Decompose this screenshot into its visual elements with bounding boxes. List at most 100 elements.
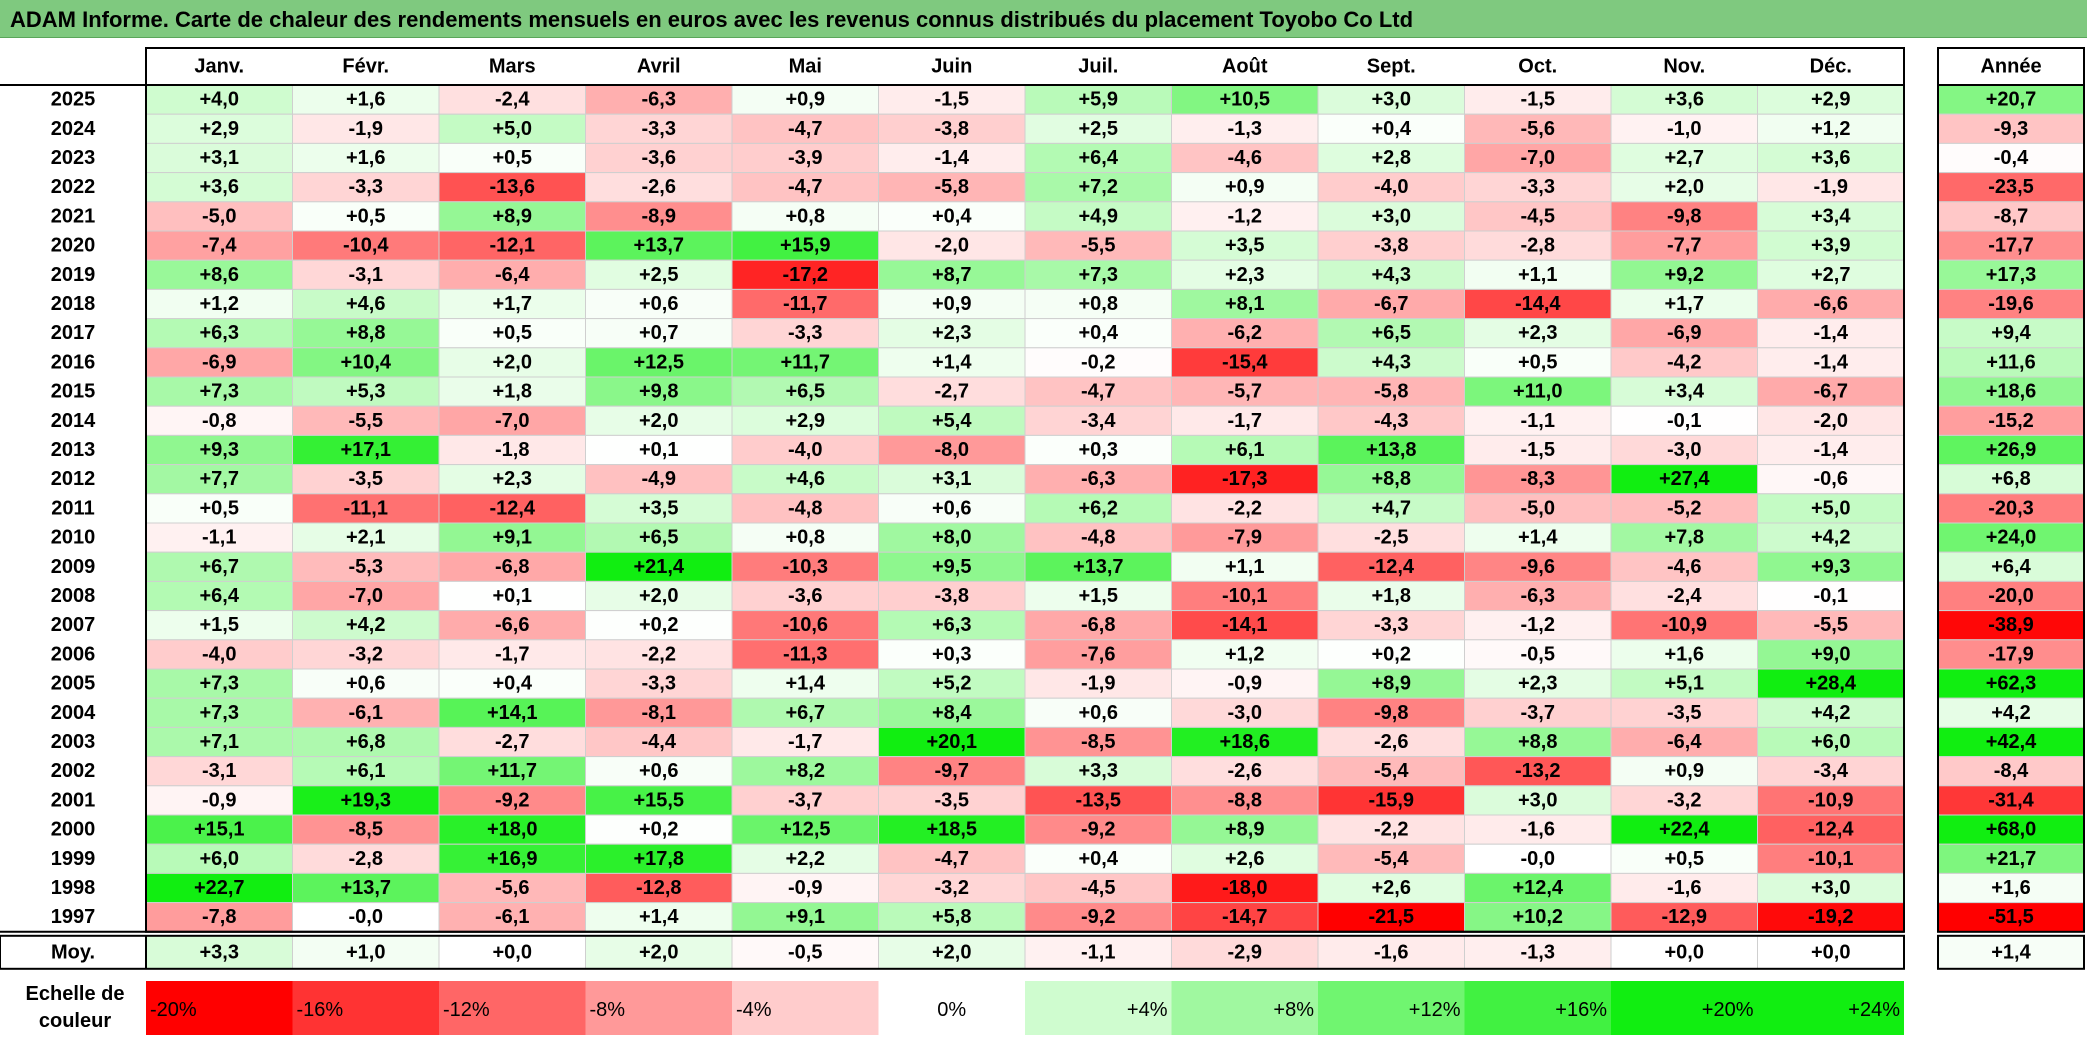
cell-value-label: -2,7 — [935, 381, 969, 403]
annual-value-label: +1,6 — [1991, 877, 2030, 899]
annual-value-label: +9,4 — [1991, 322, 2031, 344]
cell-value-label: +2,0 — [639, 585, 678, 607]
cell-value-label: -2,0 — [935, 235, 969, 257]
heatmap-cell — [878, 872, 1026, 904]
cell-value-label: +8,9 — [1372, 673, 1411, 695]
cell-value-label: -9,6 — [1521, 556, 1555, 578]
heatmap-cell — [1610, 551, 1758, 582]
row-year-label: 2014 — [51, 410, 96, 432]
cell-value-label: +8,1 — [1225, 293, 1264, 315]
cell-value-label: +8,4 — [932, 702, 972, 724]
cell-value-label: -13,6 — [489, 176, 535, 198]
annual-value-label: -19,6 — [1988, 293, 2034, 315]
average-value-label: -1,1 — [1081, 941, 1115, 963]
scale-swatch — [732, 981, 879, 1035]
cell-value-label: -3,3 — [1374, 614, 1408, 636]
heatmap-cell — [1610, 580, 1758, 612]
cell-value-label: +6,4 — [200, 585, 240, 607]
heatmap-cell — [438, 785, 586, 816]
heatmap-cell — [292, 434, 440, 466]
scale-swatch — [1757, 981, 1904, 1035]
heatmap-cell — [1610, 697, 1758, 728]
cell-value-label: -4,5 — [1081, 877, 1115, 899]
heatmap-cell — [145, 580, 293, 612]
annual-value-label: -20,3 — [1988, 497, 2034, 519]
heatmap-cell — [1024, 347, 1172, 378]
cell-value-label: +4,7 — [1372, 497, 1411, 519]
cell-value-label: -10,4 — [343, 235, 389, 257]
cell-value-label: +0,6 — [1079, 702, 1118, 724]
heatmap-cell — [292, 318, 440, 349]
annual-cell — [1937, 259, 2085, 290]
average-value-label: +2,0 — [639, 941, 678, 963]
heatmap-cell — [1317, 230, 1465, 261]
cell-value-label: +4,9 — [1079, 205, 1118, 227]
heatmap-cell — [1171, 522, 1319, 553]
heatmap-cell — [1171, 726, 1319, 758]
cell-value-label: -5,8 — [935, 176, 969, 198]
cell-value-label: -2,0 — [1814, 410, 1848, 432]
cell-value-label: -3,3 — [1521, 176, 1555, 198]
heatmap-cell — [1171, 580, 1319, 612]
heatmap-cell — [1171, 113, 1319, 144]
cell-value-label: -3,2 — [349, 643, 383, 665]
row-year-label: 2002 — [51, 760, 96, 782]
cell-value-label: -1,6 — [1667, 877, 1701, 899]
heatmap-cell — [1024, 318, 1172, 349]
cell-value-label: -7,9 — [1228, 527, 1262, 549]
heatmap-cell — [292, 172, 440, 203]
annual-value-label: +21,7 — [1986, 848, 2037, 870]
average-value-label: -1,3 — [1521, 941, 1555, 963]
cell-value-label: +9,3 — [1811, 556, 1850, 578]
heatmap-cell — [1464, 580, 1612, 612]
cell-value-label: +4,2 — [1811, 527, 1850, 549]
cell-value-label: -3,5 — [935, 789, 969, 811]
cell-value-label: +0,5 — [346, 205, 385, 227]
heatmap-cell — [731, 522, 879, 553]
cell-value-label: +3,1 — [932, 468, 971, 490]
heatmap-cell — [1464, 172, 1612, 203]
annual-value-label: +24,0 — [1986, 527, 2037, 549]
scale-stop-label: +12% — [1409, 999, 1461, 1021]
row-year-label: 2025 — [51, 89, 96, 111]
cell-value-label: -0,8 — [202, 410, 236, 432]
cell-value-label: -3,8 — [1374, 235, 1408, 257]
heatmap-cell — [145, 493, 293, 524]
cell-value-label: +6,1 — [1225, 439, 1264, 461]
heatmap-cell — [1024, 405, 1172, 436]
heatmap-cell — [1171, 318, 1319, 349]
cell-value-label: -10,6 — [782, 614, 828, 636]
row-year-label: 2000 — [51, 819, 96, 841]
heatmap-cell — [1757, 814, 1905, 845]
cell-value-label: -1,3 — [1228, 118, 1262, 140]
heatmap-cell — [1171, 902, 1319, 933]
cell-value-label: +0,2 — [639, 819, 678, 841]
cell-value-label: -6,6 — [495, 614, 529, 636]
cell-value-label: -2,4 — [1667, 585, 1702, 607]
average-value-label: +3,3 — [200, 941, 239, 963]
cell-value-label: +6,0 — [200, 848, 239, 870]
heatmap-cell — [1757, 902, 1905, 933]
cell-value-label: -10,9 — [1661, 614, 1707, 636]
average-value-label: +0,0 — [1665, 941, 1704, 963]
cell-value-label: -3,4 — [1081, 410, 1116, 432]
cell-value-label: +22,4 — [1659, 819, 1710, 841]
cell-value-label: +4,2 — [1811, 702, 1850, 724]
annual-value-label: -0,4 — [1994, 147, 2029, 169]
cell-value-label: -9,2 — [495, 789, 529, 811]
cell-value-label: -4,7 — [935, 848, 969, 870]
heatmap-cell — [438, 142, 586, 174]
heatmap-cell — [1171, 610, 1319, 641]
heatmap-cell — [585, 464, 733, 495]
average-value-label: -2,9 — [1228, 941, 1262, 963]
heatmap-cell — [1464, 201, 1612, 232]
cell-value-label: +2,1 — [346, 527, 385, 549]
cell-value-label: +8,9 — [493, 205, 532, 227]
average-cell — [1464, 935, 1612, 970]
cell-value-label: +3,5 — [639, 497, 678, 519]
cell-value-label: +2,5 — [1079, 118, 1118, 140]
row-year-label: 2020 — [51, 235, 96, 257]
heatmap-cell — [1024, 551, 1172, 582]
cell-value-label: -6,2 — [1228, 322, 1262, 344]
cell-value-label: -15,9 — [1368, 789, 1414, 811]
